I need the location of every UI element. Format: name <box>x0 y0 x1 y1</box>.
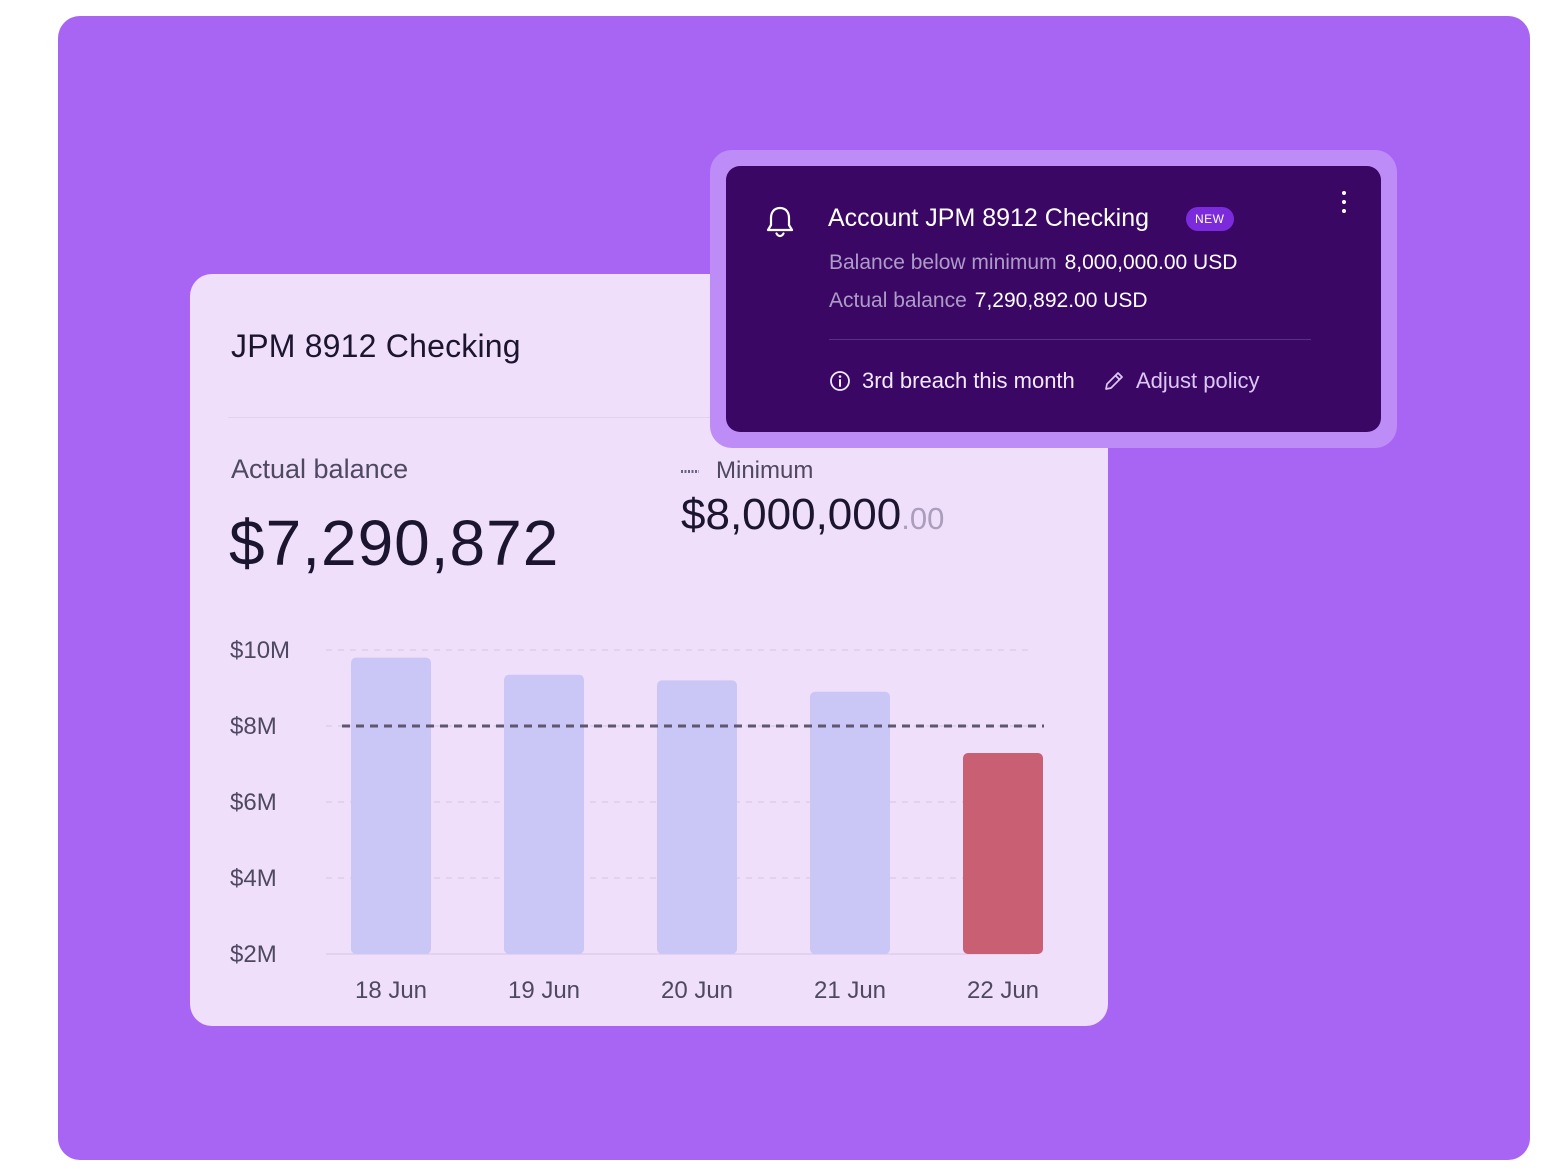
account-title: JPM 8912 Checking <box>231 328 521 364</box>
actual-balance-label: Actual balance <box>231 454 409 484</box>
minimum-value-cents: .00 <box>901 501 945 536</box>
row-label: Balance below minimum <box>829 251 1057 274</box>
y-tick-label: $2M <box>230 941 277 968</box>
row-value: 8,000,000.00 USD <box>1064 251 1238 274</box>
y-tick-label: $10M <box>230 637 290 664</box>
y-tick-label: $4M <box>230 865 277 892</box>
bar[interactable] <box>810 691 890 954</box>
bar[interactable] <box>504 674 584 954</box>
new-badge: NEW <box>1186 207 1234 231</box>
card-divider <box>228 417 788 418</box>
kebab-icon[interactable] <box>1337 189 1351 217</box>
minimum-value-main: $8,000,000 <box>681 490 902 539</box>
notification-card[interactable]: Account JPM 8912 Checking NEW Balance be… <box>726 166 1381 432</box>
dashed-line-icon <box>681 470 699 473</box>
y-tick-label: $6M <box>230 789 277 816</box>
adjust-policy-link[interactable]: Adjust policy <box>1103 368 1260 394</box>
bar[interactable] <box>657 680 737 954</box>
y-tick-label: $8M <box>230 713 277 740</box>
balance-bar-chart: $10M $8M $6M $4M $2M 18 Jun 19 Jun 20 Jun 21 Jun… <box>230 637 1044 1004</box>
bar-breach[interactable] <box>963 752 1043 954</box>
notification-divider <box>829 339 1311 340</box>
x-tick-label: 18 Jun <box>355 977 427 1004</box>
x-tick-label: 21 Jun <box>814 977 886 1004</box>
adjust-policy-label: Adjust policy <box>1136 368 1260 393</box>
notification-frame: Account JPM 8912 Checking NEW Balance be… <box>710 150 1397 448</box>
bar[interactable] <box>351 657 431 954</box>
minimum-label: Minimum <box>716 457 814 484</box>
x-tick-label: 19 Jun <box>508 977 580 1004</box>
balance-below-minimum-row: Balance below minimum 8,000,000.00 USD <box>829 251 1237 275</box>
actual-balance-row: Actual balance 7,290,892.00 USD <box>829 289 1148 313</box>
x-tick-label: 22 Jun <box>967 977 1039 1004</box>
breach-info-link[interactable]: 3rd breach this month <box>829 368 1075 394</box>
breach-info-label: 3rd breach this month <box>862 368 1075 393</box>
row-value: 7,290,892.00 USD <box>974 289 1148 312</box>
pencil-icon <box>1105 372 1123 390</box>
minimum-value: $8,000,000.00 <box>681 490 944 540</box>
row-label: Actual balance <box>829 289 967 312</box>
bell-icon <box>766 206 794 238</box>
notification-title: Account JPM 8912 Checking <box>828 204 1150 232</box>
actual-balance-value: $7,290,872 <box>229 507 560 579</box>
info-icon <box>830 371 850 391</box>
background-panel: JPM 8912 Checking Actual balance $7,290,… <box>58 16 1530 1160</box>
x-tick-label: 20 Jun <box>661 977 733 1004</box>
